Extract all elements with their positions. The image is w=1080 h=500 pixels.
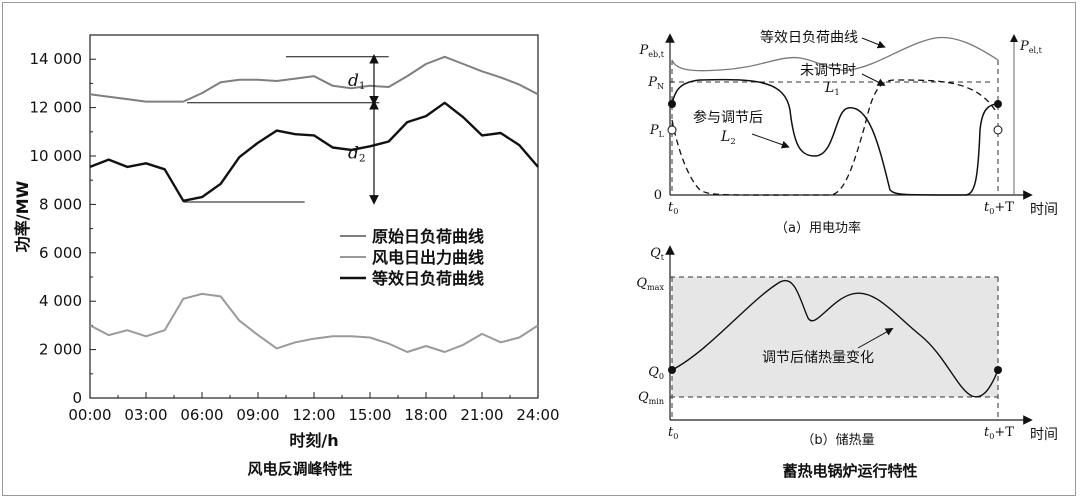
l1-label-math: L1	[824, 80, 840, 98]
x-tick-label: 15:00	[348, 406, 391, 424]
bottom-ytick-q0: Q0	[648, 365, 664, 381]
top-ytick-peb: Peb,t	[639, 43, 665, 59]
bottom-tT-dot	[994, 366, 1002, 374]
l1-dashed-curve	[671, 79, 996, 196]
x-tick-label: 18:00	[404, 406, 447, 424]
bottom-ytick-qt: Qt	[650, 246, 665, 262]
series-line-3	[89, 101, 539, 203]
y-tick-label: 14 000	[30, 50, 83, 68]
bottom-ytick-qmin: Qmin	[638, 390, 664, 406]
legend-label-2: 风电日出力曲线	[372, 248, 484, 267]
legend-label-1: 原始日负荷曲线	[372, 227, 484, 246]
l2-label-math: L2	[720, 129, 736, 147]
y-tick-label: 6 000	[39, 244, 82, 262]
l1-pointer	[861, 73, 886, 86]
bottom-x-axis-label: 时间	[1030, 427, 1058, 443]
bottom-t0-dot	[668, 366, 676, 374]
caption-right: 蓄热电锅炉运行特性	[782, 462, 918, 480]
bottom-ytick-qmax: Qmax	[636, 276, 664, 292]
top-ytick-pl: PL	[649, 123, 665, 139]
y-tick-label: 10 000	[30, 147, 83, 165]
equivalent-load-label: 等效日负荷曲线	[760, 29, 858, 46]
x-tick-label: 12:00	[292, 406, 335, 424]
top-right-axis-label: Pel,t	[1019, 39, 1043, 55]
left-plot-frame	[89, 34, 539, 399]
bottom-subtitle: （b）储热量	[801, 433, 874, 448]
x-tick-label: 21:00	[460, 406, 503, 424]
l2-pointer	[751, 133, 790, 149]
storage-curve	[671, 279, 999, 398]
top-ytick-pn: PN	[647, 75, 664, 91]
y-tick-label: 4 000	[39, 292, 82, 310]
equivalent-load-pointer	[861, 37, 886, 49]
y-axis-label: 功率/MW	[13, 180, 32, 252]
top-xtick-tT: t0+T	[984, 200, 1014, 216]
l2-solid-curve	[671, 78, 999, 196]
x-tick-label: 09:00	[236, 406, 279, 424]
y-tick-label: 2 000	[39, 341, 82, 359]
top-tT-open-dot	[993, 125, 1003, 135]
y-tick-label: 8 000	[39, 195, 82, 213]
legend-label-3: 等效日负荷曲线	[371, 269, 484, 288]
bottom-xtick-t0: t0	[668, 425, 678, 441]
top-xtick-t0: t0	[668, 200, 678, 216]
top-x-axis-label: 时间	[1030, 202, 1058, 218]
y-tick-label: 12 000	[30, 99, 83, 117]
l2-label-text: 参与调节后	[693, 109, 763, 126]
bottom-xtick-tT: t0+T	[984, 425, 1014, 441]
storage-band	[672, 277, 998, 397]
x-tick-label: 24:00	[516, 406, 559, 424]
caption-left: 风电反调峰特性	[247, 460, 353, 478]
d1-label: d1	[348, 71, 366, 92]
d2-label: d2	[348, 143, 366, 164]
top-ytick-zero: 0	[654, 188, 662, 203]
series-line-2	[89, 292, 539, 353]
storage-pointer	[857, 328, 894, 349]
series-line-1	[89, 55, 539, 103]
left-chart: 0 2 000 4 000 6 000 8 000 10 000 12 000 14 000 0…	[13, 34, 560, 450]
x-tick-label: 00:00	[68, 406, 111, 424]
x-axis-label: 时刻/h	[289, 431, 338, 450]
top-t0-filled-dot	[668, 100, 676, 108]
storage-annotation: 调节后储热量变化	[762, 350, 874, 366]
right-bottom-diagram: Qt Qmax Q0 Qmin 调节后储热量变化 t0 t0+T 时间 （b）储热量	[636, 245, 1058, 448]
top-tT-filled-dot	[994, 100, 1002, 108]
x-tick-label: 06:00	[180, 406, 223, 424]
top-subtitle: （a）用电功率	[775, 220, 861, 236]
equivalent-load-curve	[671, 36, 999, 72]
l1-label-text: 未调节时	[800, 63, 856, 79]
y-tick-label: 0	[72, 389, 82, 407]
x-tick-label: 03:00	[124, 406, 167, 424]
top-t0-open-dot	[667, 125, 677, 135]
